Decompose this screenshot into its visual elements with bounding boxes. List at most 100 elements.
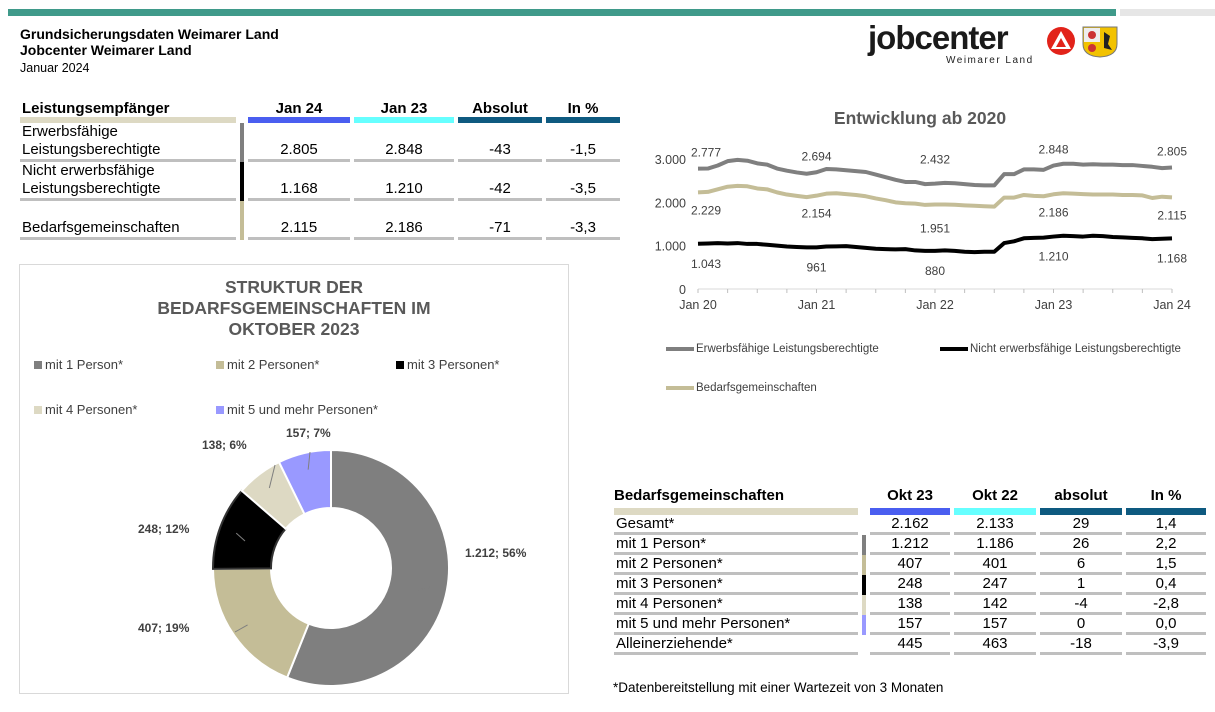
spacer: [862, 487, 866, 515]
legend-item: mit 4 Personen*: [34, 402, 138, 417]
legend-swatch: [666, 347, 694, 351]
slice-label: 1.212; 56%: [465, 546, 527, 560]
cell: 157: [954, 615, 1036, 635]
row-label: mit 4 Personen*: [614, 595, 858, 615]
data-label: 2.694: [801, 149, 831, 163]
table-row: Alleinerziehende* 445 463 -18 -3,9: [614, 635, 1206, 655]
legend-item: mit 5 und mehr Personen*: [216, 402, 378, 417]
legend-item: mit 3 Personen*: [396, 357, 500, 372]
series-marker: [240, 162, 244, 201]
spacer: [240, 100, 244, 123]
series-marker: [240, 123, 244, 162]
legend-swatch: [940, 347, 968, 351]
y-tick-label: 2.000: [655, 196, 686, 210]
cell: -18: [1040, 635, 1122, 655]
cell: 445: [870, 635, 950, 655]
data-label: 961: [806, 260, 826, 274]
top-accent-bar-grey: [1120, 9, 1215, 16]
table-row: Nicht erwerbsfähige Leistungsberechtigte …: [20, 162, 620, 201]
cell: 0,4: [1126, 575, 1206, 595]
donut-slice: [211, 567, 311, 679]
data-label: 2.777: [691, 146, 721, 160]
legend-swatch: [216, 360, 224, 369]
line-chart: 0 1.000 2.000 3.000 Jan 20 Jan 21 Jan 22 Jan 23…: [655, 143, 1191, 312]
donut-slice: [285, 448, 450, 687]
data-label: 2.186: [1038, 205, 1068, 219]
line-chart-title: Entwicklung ab 2020: [833, 108, 1007, 128]
legend-swatch: [34, 405, 42, 414]
cell: 2,2: [1126, 535, 1206, 555]
x-tick-label: Jan 24: [1153, 298, 1191, 312]
col-header: In %: [546, 100, 620, 123]
table-row: mit 2 Personen* 407 401 6 1,5: [614, 555, 1206, 575]
legend-item: Erwerbsfähige Leistungsberechtigte: [666, 343, 879, 355]
series-marker: [862, 595, 866, 615]
y-tick-label: 3.000: [655, 153, 686, 167]
leader-line: [268, 464, 276, 489]
legend-swatch: [216, 405, 224, 414]
label-line: Nicht erwerbsfähige: [22, 162, 155, 179]
data-label: 2.805: [1157, 144, 1187, 158]
col-header: absolut: [1040, 487, 1122, 515]
cell: 247: [954, 575, 1036, 595]
legend-swatch: [396, 360, 404, 369]
data-label: 1.043: [691, 257, 721, 271]
y-tick-label: 1.000: [655, 240, 686, 254]
report-period: Januar 2024: [20, 61, 90, 75]
x-tick-label: Jan 21: [798, 298, 836, 312]
cell: 2.115: [248, 201, 350, 240]
title-line-1: Grundsicherungsdaten Weimarer Land: [20, 26, 279, 42]
cell: 138: [870, 595, 950, 615]
table-row: Erwerbsfähige Leistungsberechtigte 2.805 2…: [20, 123, 620, 162]
cell: 0,0: [1126, 615, 1206, 635]
cell: 463: [954, 635, 1036, 655]
report-title: Grundsicherungsdaten Weimarer Land Jobce…: [20, 26, 279, 58]
cell: 26: [1040, 535, 1122, 555]
data-label: 880: [925, 264, 945, 278]
cell: -1,5: [546, 123, 620, 162]
table-row: Gesamt* 2.162 2.133 29 1,4: [614, 515, 1206, 535]
series-line: [697, 233, 1173, 255]
cell: 142: [954, 595, 1036, 615]
col-header: Bedarfsgemeinschaften: [614, 487, 858, 515]
col-header: Leistungsempfänger: [20, 100, 236, 123]
slice-label: 138; 6%: [202, 438, 247, 452]
label-line: Erwerbsfähige: [22, 123, 118, 140]
table-row: mit 5 und mehr Personen* 157 157 0 0,0: [614, 615, 1206, 635]
cell: 1,5: [1126, 555, 1206, 575]
cell: -4: [1040, 595, 1122, 615]
legend-swatch: [666, 386, 694, 390]
cell: 1.210: [354, 162, 454, 201]
slice-label: 248; 12%: [138, 522, 190, 536]
col-header: Jan 24: [248, 100, 350, 123]
cell: 6: [1040, 555, 1122, 575]
series-line: [697, 157, 1173, 188]
row-label: mit 3 Personen*: [614, 575, 858, 595]
series-marker: [862, 535, 866, 555]
data-label: 2.115: [1157, 208, 1186, 222]
cell: -3,9: [1126, 635, 1206, 655]
cell: 0: [1040, 615, 1122, 635]
table-row: Bedarfsgemeinschaften 2.115 2.186 -71 -3,3: [20, 201, 620, 240]
logo-brand: jobcenter: [868, 19, 1009, 56]
x-tick-label: Jan 23: [1035, 298, 1073, 312]
data-label: 1.210: [1038, 250, 1068, 264]
cell: 29: [1040, 515, 1122, 535]
data-label: 2.432: [920, 153, 950, 167]
legend-item: mit 1 Person*: [34, 357, 123, 372]
series-marker: [240, 201, 244, 240]
cell: -3,3: [546, 201, 620, 240]
x-tick-label: Jan 22: [916, 298, 954, 312]
row-label: mit 1 Person*: [614, 535, 858, 555]
legend-label: Nicht erwerbsfähige Leistungsberechtigte: [970, 343, 1181, 355]
title-line-2: Jobcenter Weimarer Land: [20, 42, 192, 58]
cell: -42: [458, 162, 542, 201]
col-header: In %: [1126, 487, 1206, 515]
cell: 1,4: [1126, 515, 1206, 535]
data-label: 2.848: [1038, 143, 1068, 157]
top-accent-bar: [8, 9, 1116, 16]
jobcenter-logo: jobcenter Weimarer Land: [868, 19, 1118, 70]
label-line: Leistungsberechtigte: [22, 180, 161, 197]
bedarfsgemeinschaften-table: Bedarfsgemeinschaften Okt 23 Okt 22 abso…: [610, 487, 1210, 655]
legend-label: mit 5 und mehr Personen*: [227, 402, 379, 417]
